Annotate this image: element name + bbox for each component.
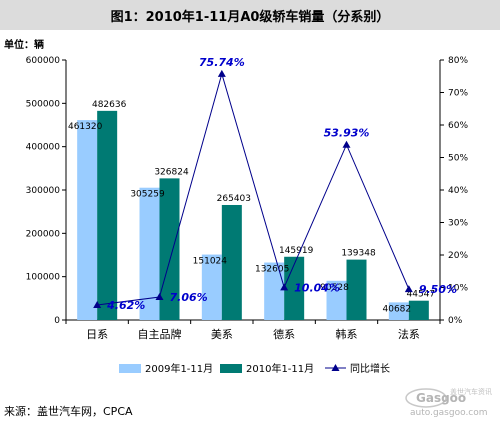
y-left-tick-label: 200000 [26,229,61,239]
y-right-tick-label: 70% [448,89,468,99]
bar-2009-value-label: 151024 [193,257,228,267]
growth-value-label: 9.50% [419,283,457,296]
growth-point-marker [155,293,164,301]
bar-2009-value-label: 132605 [255,265,289,275]
legend-label-2010: 2010年1-11月 [246,362,314,375]
bar-2010 [284,256,305,320]
x-category-label: 美系 [211,328,233,341]
y-left-tick-label: 400000 [26,143,61,153]
y-right-tick-label: 40% [448,186,468,196]
legend-marker-growth [331,364,340,371]
bar-2010-value-label: 145919 [279,246,314,256]
legend-swatch-2010 [220,364,242,373]
growth-point-marker [280,283,289,291]
y-left-tick-label: 300000 [26,186,61,196]
bar-2010-value-label: 44547 [407,290,436,300]
watermark-cn: 盖世汽车资讯 [450,387,492,396]
watermark-url: auto.gasgoo.com [410,408,488,418]
unit-label: 单位：辆 [4,38,44,51]
legend-label-2009: 2009年1-11月 [145,362,213,375]
growth-point-marker [93,300,102,308]
bar-2010-value-label: 265403 [217,194,251,204]
growth-point-marker [342,140,351,148]
y-left-tick-label: 0 [54,316,60,326]
y-right-tick-label: 60% [448,121,468,131]
gasgoo-watermark-logo: Gasgoo 盖世汽车资讯 auto.gasgoo.com [405,387,492,418]
y-right-tick-label: 20% [448,251,468,261]
y-right-tick-label: 30% [448,219,468,229]
x-category-label: 自主品牌 [138,327,182,341]
legend-label-growth: 同比增长 [350,362,390,375]
growth-value-label: 53.93% [324,127,370,140]
growth-value-label: 4.62% [106,299,145,312]
y-right-tick-label: 80% [448,56,468,66]
legend-swatch-2009 [119,364,141,373]
bar-2009-value-label: 40682 [383,304,412,314]
bar-2009 [388,302,409,320]
y-right-tick-label: 50% [448,154,468,164]
y-right-tick-label: 10% [448,284,468,294]
y-left-tick-label: 100000 [26,273,61,283]
bar-2009-value-label: 461320 [68,122,103,132]
bar-2010-value-label: 326824 [154,167,189,177]
x-category-label: 德系 [273,327,295,341]
bar-2009 [77,120,98,320]
chart-title: 2010年1-11月A0级轿车销量（分系别） [145,9,390,25]
bar-2009-value-label: 90528 [320,283,349,293]
y-right-tick-label: 0% [448,316,463,326]
bar-2010 [159,178,180,320]
y-left-tick-label: 600000 [26,56,61,66]
growth-value-label: 7.06% [170,291,208,304]
bar-2009 [201,254,222,320]
bar-2010 [221,204,242,320]
bar-2010 [97,110,118,321]
bar-2009 [326,280,347,320]
growth-value-label: 10.04% [294,281,340,294]
bar-2009 [264,262,285,320]
growth-value-label: 75.74% [199,56,245,69]
bar-2010 [408,300,429,320]
bar-2010-value-label: 139348 [341,249,376,259]
bar-2009 [139,187,160,320]
y-left-tick-label: 500000 [26,99,61,109]
x-category-label: 韩系 [336,327,358,341]
bar-2010 [346,259,367,320]
bar-2010-value-label: 482636 [92,100,127,110]
chart-title-bar: 图1： 2010年1-11月A0级轿车销量（分系别） [0,0,500,30]
growth-point-marker [404,285,413,293]
x-category-label: 法系 [398,327,420,341]
watermark-brand: Gasgoo [416,391,466,405]
bar-2009-value-label: 305259 [130,190,165,200]
chart-title-prefix: 图1： [110,9,146,25]
x-category-label: 日系 [86,328,108,341]
growth-point-marker [217,69,226,77]
growth-line [97,72,410,306]
source-note: 来源：盖世汽车网，CPCA [4,405,133,418]
